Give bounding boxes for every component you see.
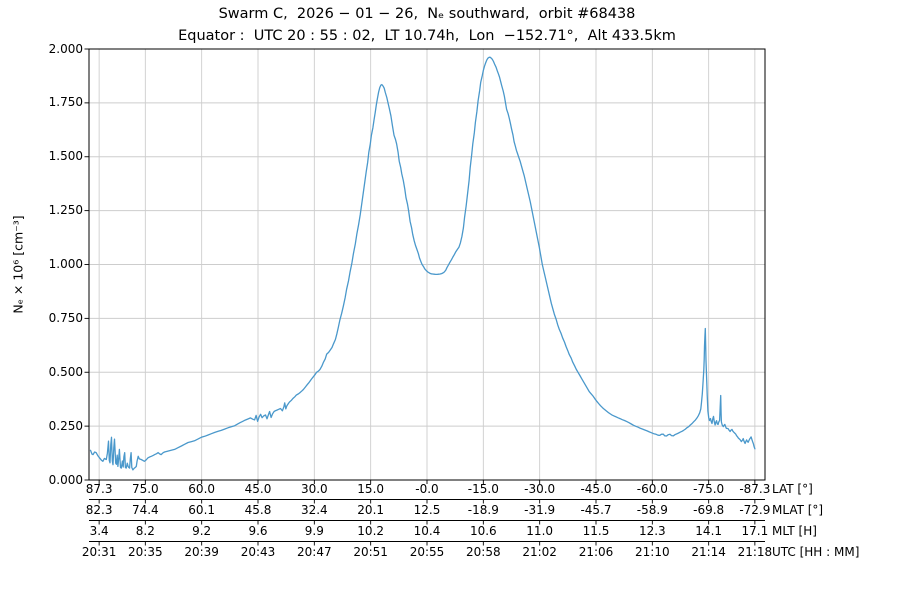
x-tick-label: -75.0 (693, 482, 725, 496)
y-tick-label: 0.250 (48, 418, 83, 433)
x-tick-label: 20:35 (128, 544, 163, 559)
x-tick-label: -60.0 (636, 482, 668, 496)
x-tick-label: 20:51 (353, 544, 388, 559)
y-tick-label: 0.750 (48, 310, 83, 325)
x-tick-label: 8.2 (135, 523, 155, 538)
x-tick-label: 21:06 (578, 544, 614, 559)
x-tick-label: 45.0 (244, 482, 272, 496)
x-tick-label: 20:31 (81, 544, 117, 559)
x-tick-label: -15.0 (467, 482, 499, 496)
y-tick-label: 2.000 (48, 41, 83, 56)
x-tick-label: 21:18 (737, 544, 773, 559)
y-tick-label: 1.500 (48, 149, 83, 164)
y-tick-label: 1.000 (48, 257, 83, 271)
x-tick-label: 32.4 (300, 502, 328, 517)
x-tick-label: 75.0 (131, 482, 159, 496)
x-tick-label: 11.5 (582, 523, 610, 538)
x-tick-label: 30.0 (300, 482, 328, 496)
x-tick-label: 21:02 (522, 544, 557, 559)
x-tick-label: 60.1 (188, 502, 216, 517)
y-tick-label: 1.250 (48, 203, 83, 218)
plot-svg (84, 48, 766, 546)
x-tick-label: -0.0 (415, 482, 439, 496)
x-tick-label: 12.3 (638, 523, 666, 538)
axis-row-caption: UTC [HH : MM] (772, 544, 860, 559)
tick-marks (84, 48, 756, 546)
x-tick-label: 9.2 (192, 523, 212, 538)
plot-subtitle: Equator : UTC 20 : 55 : 02, LT 10.74h, L… (178, 28, 676, 44)
x-tick-label: 74.4 (131, 502, 159, 517)
x-tick-label: -30.0 (524, 482, 556, 496)
ne-data-line (89, 56, 756, 471)
x-tick-label: 45.8 (244, 502, 272, 517)
axis-row-caption: LAT [°] (772, 482, 813, 496)
x-tick-label: 20:55 (409, 544, 445, 559)
x-tick-label: 15.0 (357, 482, 385, 496)
x-tick-label: 3.4 (89, 523, 109, 538)
x-tick-label: 60.0 (188, 482, 216, 496)
x-tick-label: 12.5 (413, 502, 441, 517)
x-tick-label: -31.9 (524, 502, 556, 517)
y-tick-label: 1.750 (48, 95, 83, 110)
x-tick-label: 20:58 (466, 544, 501, 559)
axis-row-caption: MLAT [°] (772, 502, 824, 517)
x-tick-label: 10.2 (357, 523, 385, 538)
y-tick-label: 0.000 (48, 472, 83, 487)
x-tick-label: 9.9 (304, 523, 324, 538)
x-tick-label: -58.9 (636, 502, 668, 517)
x-tick-label: 87.3 (85, 482, 113, 496)
x-tick-label: -18.9 (467, 502, 499, 517)
x-tick-label: -69.8 (693, 502, 725, 517)
x-tick-label: 17.1 (741, 523, 769, 538)
x-tick-label: 21:10 (635, 544, 670, 559)
x-tick-label: 9.6 (248, 523, 268, 538)
x-tick-label: 20:43 (240, 544, 276, 559)
x-tick-label: 20:47 (297, 544, 332, 559)
x-tick-label: 20:39 (184, 544, 219, 559)
x-tick-label: 10.4 (413, 523, 441, 538)
y-axis-label: Nₑ × 10⁶ [cm⁻³] (10, 215, 26, 314)
x-tick-label: 14.1 (695, 523, 723, 538)
x-tick-label: 21:14 (691, 544, 726, 559)
y-tick-label: 0.500 (48, 364, 83, 379)
x-tick-label: 10.6 (469, 523, 497, 538)
gridlines (89, 48, 765, 481)
x-tick-label: -72.9 (739, 502, 771, 517)
x-tick-label: -87.3 (739, 482, 771, 496)
plot-title: Swarm C, 2026 − 01 − 26, Nₑ southward, o… (218, 6, 636, 22)
x-tick-label: 82.3 (85, 502, 113, 517)
x-tick-label: -45.7 (580, 502, 612, 517)
x-tick-label: 11.0 (526, 523, 554, 538)
x-tick-label: -45.0 (580, 482, 612, 496)
x-tick-label: 20.1 (357, 502, 385, 517)
axis-row-caption: MLT [H] (772, 523, 817, 538)
